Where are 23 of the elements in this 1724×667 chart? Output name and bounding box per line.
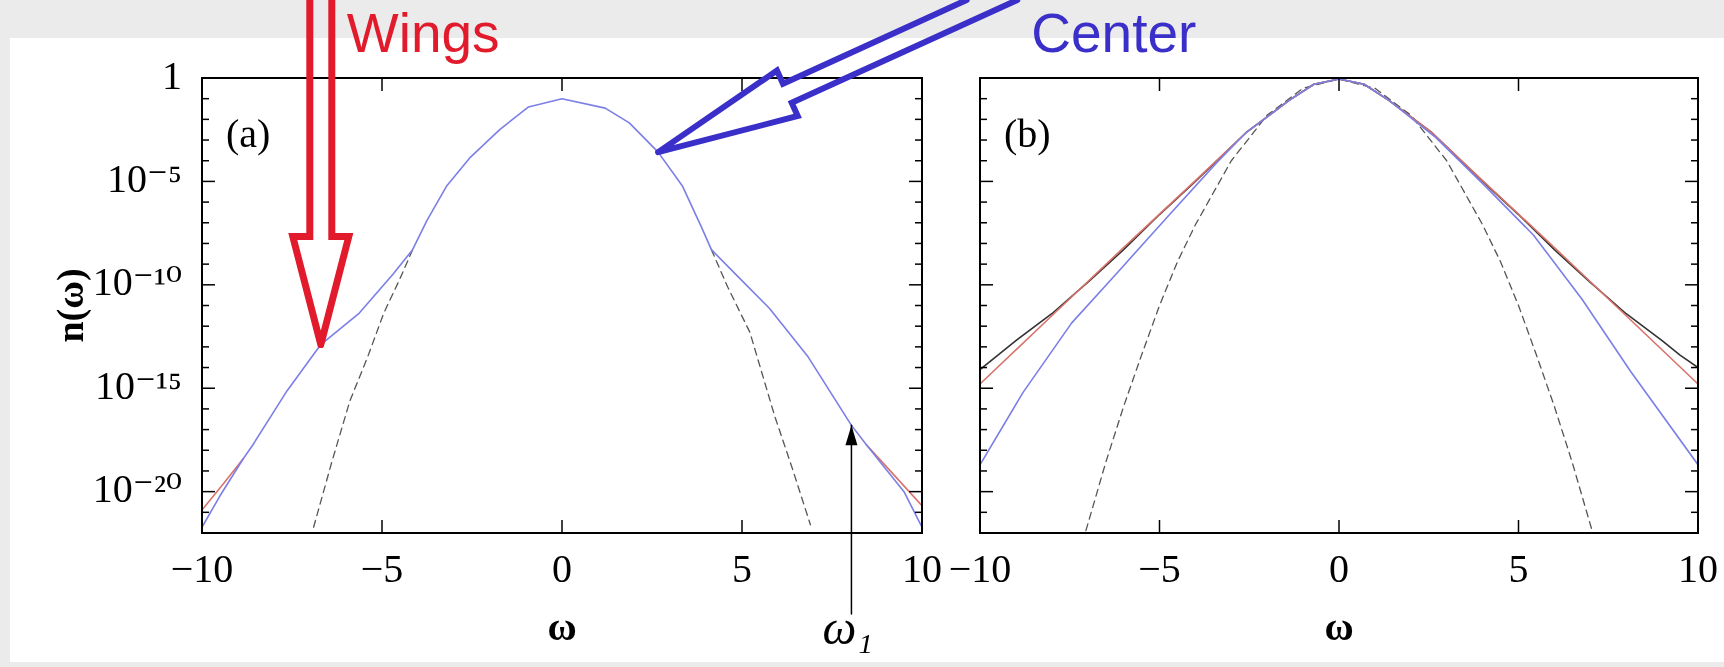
x-axis-title: ω	[547, 604, 577, 650]
x-tick-label: 5	[1508, 545, 1529, 591]
x-tick-label: −5	[1138, 545, 1181, 591]
y-tick-label: 1	[162, 52, 182, 98]
x-tick-label: 10	[1678, 545, 1718, 591]
y-tick-label: 10⁻⁵	[106, 155, 182, 201]
annotation: Center	[1031, 2, 1197, 64]
x-tick-label: −5	[360, 545, 404, 591]
x-tick-label: 5	[732, 545, 752, 591]
x-tick-label: 0	[1329, 545, 1349, 591]
y-axis-title: n(ω)	[48, 268, 92, 343]
x-tick-label: 0	[552, 545, 572, 591]
y-tick-label: 10⁻²⁰	[92, 466, 182, 512]
text: (a)	[226, 110, 271, 156]
x-tick-label: 10	[902, 545, 942, 591]
annotation: Wings	[346, 2, 500, 64]
y-tick-label: 10⁻¹⁰	[92, 259, 182, 305]
text: (b)	[1004, 110, 1051, 156]
x-tick-label: −10	[170, 545, 234, 591]
annotation: ω₁	[822, 601, 874, 654]
x-axis-title: ω	[1324, 604, 1354, 650]
x-tick-label: −10	[948, 545, 1012, 591]
y-tick-label: 10⁻¹⁵	[94, 362, 182, 408]
